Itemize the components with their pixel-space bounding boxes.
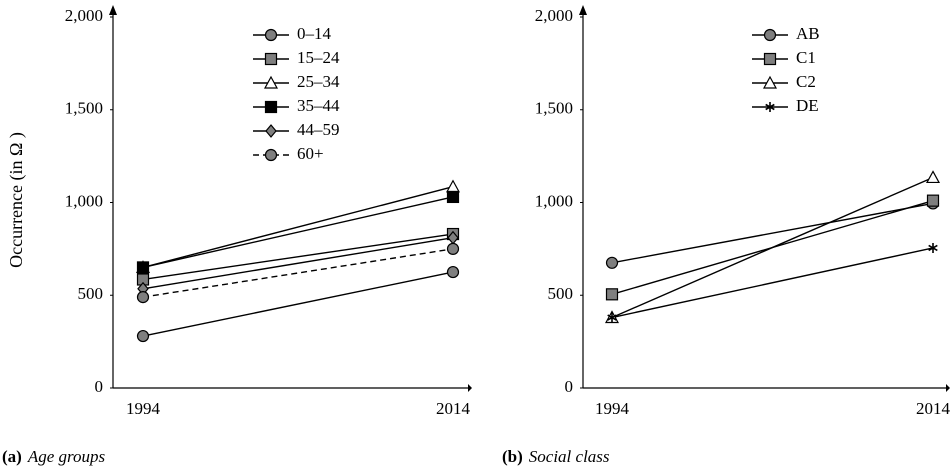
y-axis-label: Occurrence (in Ω ) xyxy=(6,132,27,268)
caption-label: (b) xyxy=(502,447,523,466)
y-tick-label: 2,000 xyxy=(65,6,103,25)
y-tick-label: 2,000 xyxy=(535,6,573,25)
series-line xyxy=(611,202,934,264)
series-line xyxy=(142,233,454,281)
data-point xyxy=(926,194,940,207)
x-tick-label: 2014 xyxy=(436,399,471,418)
caption-label: (a) xyxy=(2,447,22,466)
legend-label: 0–14 xyxy=(297,24,332,43)
legend-label: C2 xyxy=(796,72,816,91)
axis-arrow xyxy=(946,384,950,392)
legend-label: 60+ xyxy=(297,144,324,163)
legend-marker xyxy=(264,148,278,162)
legend-marker xyxy=(763,28,777,42)
caption: (b) Social class xyxy=(502,447,610,466)
series-line xyxy=(142,237,454,290)
data-point xyxy=(445,179,461,193)
legend-marker xyxy=(265,124,277,138)
y-tick-label: 1,500 xyxy=(535,99,573,118)
y-tick-label: 500 xyxy=(78,284,104,303)
legend-label: C1 xyxy=(796,48,816,67)
legend-label: DE xyxy=(796,96,819,115)
axis-arrow xyxy=(579,5,587,15)
data-point xyxy=(925,170,941,184)
legend-label: 15–24 xyxy=(297,48,340,67)
x-tick-label: 1994 xyxy=(126,399,161,418)
legend-marker xyxy=(264,100,278,114)
data-point xyxy=(446,242,460,255)
data-point xyxy=(605,256,619,269)
legend-label: AB xyxy=(796,24,820,43)
series-line xyxy=(142,248,454,298)
data-point xyxy=(446,190,460,204)
data-point xyxy=(136,261,150,274)
data-point xyxy=(136,291,150,304)
y-tick-label: 1,500 xyxy=(65,99,103,118)
caption: (a) Age groups xyxy=(2,447,105,466)
series-line xyxy=(142,186,454,269)
legend-label: 44–59 xyxy=(297,120,340,139)
series-line xyxy=(142,271,454,337)
x-tick-label: 1994 xyxy=(595,399,630,418)
series-line xyxy=(142,196,454,269)
caption-text: Age groups xyxy=(27,447,106,466)
caption-text: Social class xyxy=(529,447,610,466)
legend-marker xyxy=(762,75,778,89)
data-point xyxy=(446,265,460,279)
data-point xyxy=(605,288,619,301)
y-tick-label: 0 xyxy=(95,377,104,396)
legend-label: 35–44 xyxy=(297,96,340,115)
legend-marker xyxy=(263,75,279,89)
y-tick-label: 500 xyxy=(548,284,574,303)
legend-marker xyxy=(765,102,775,112)
legend-label: 25–34 xyxy=(297,72,340,91)
y-tick-label: 1,000 xyxy=(65,191,103,210)
axis-arrow xyxy=(468,384,472,392)
data-point xyxy=(607,312,617,323)
x-tick-label: 2014 xyxy=(916,399,951,418)
data-point xyxy=(928,242,938,253)
legend-marker xyxy=(264,28,278,42)
legend-marker xyxy=(264,52,278,66)
series-line xyxy=(611,247,934,319)
y-tick-label: 1,000 xyxy=(535,191,573,210)
y-tick-label: 0 xyxy=(565,377,574,396)
axis-arrow xyxy=(109,5,117,15)
series-line xyxy=(611,176,934,319)
data-point xyxy=(136,329,150,343)
legend-marker xyxy=(763,52,777,66)
